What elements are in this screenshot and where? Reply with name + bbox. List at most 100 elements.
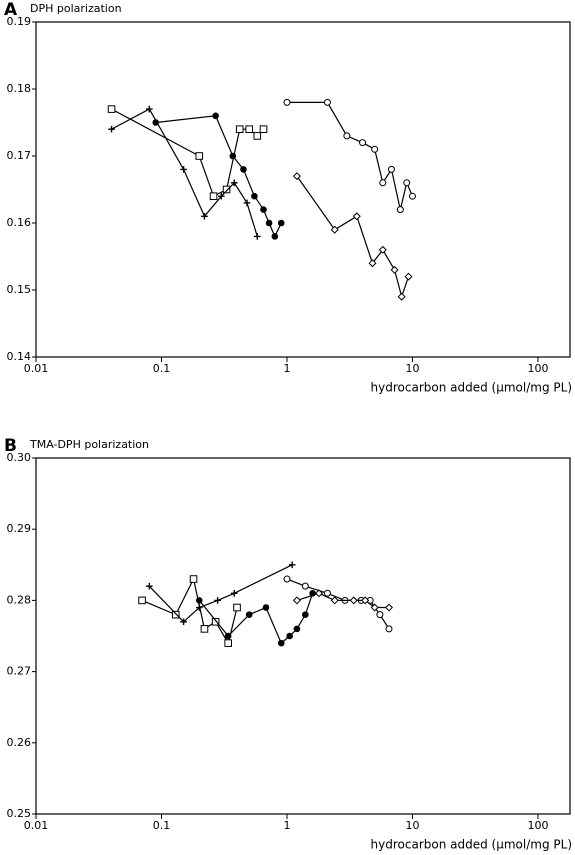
x-tick-label: 0.1	[153, 362, 171, 375]
y-tick-label: 0.15	[7, 283, 32, 296]
panel-label: A	[4, 0, 18, 20]
marker	[387, 165, 395, 173]
marker	[107, 105, 116, 113]
x-tick-label: 10	[405, 819, 419, 832]
marker	[368, 259, 377, 268]
x-tick-label: 1	[283, 819, 290, 832]
marker	[370, 603, 379, 612]
chart-title: DPH polarization	[30, 2, 122, 15]
marker	[180, 166, 187, 173]
marker	[378, 245, 387, 254]
marker	[240, 166, 247, 173]
marker	[396, 206, 404, 214]
marker	[201, 213, 208, 220]
y-tick-label: 0.17	[7, 149, 32, 162]
series-line	[155, 115, 282, 238]
series-line	[286, 101, 414, 210]
marker	[349, 596, 358, 605]
series-line	[148, 564, 293, 623]
marker	[171, 610, 180, 619]
series-line	[111, 108, 258, 237]
x-tick-label: 10	[405, 362, 419, 375]
marker	[262, 604, 270, 611]
marker	[286, 632, 293, 640]
marker	[152, 119, 160, 126]
marker	[180, 618, 187, 626]
marker	[146, 105, 153, 113]
marker	[229, 152, 237, 160]
marker	[408, 192, 416, 200]
marker	[376, 611, 384, 619]
x-tick-label: 0.01	[24, 819, 49, 832]
y-tick-label: 0.18	[7, 82, 32, 95]
marker	[384, 603, 394, 612]
marker	[315, 589, 324, 598]
marker	[209, 192, 218, 200]
y-tick-label: 0.25	[7, 807, 32, 820]
marker	[293, 625, 301, 633]
series-line	[111, 108, 264, 198]
marker	[390, 265, 399, 274]
marker	[253, 233, 261, 240]
marker	[288, 561, 296, 569]
marker	[292, 596, 301, 605]
marker	[233, 603, 241, 612]
marker	[343, 132, 351, 140]
y-tick-label: 0.14	[7, 350, 32, 363]
marker	[283, 575, 291, 583]
x-tick-label: 0.01	[24, 362, 49, 375]
marker	[235, 125, 244, 134]
marker	[361, 596, 370, 605]
marker	[379, 179, 387, 187]
marker	[195, 597, 203, 604]
marker	[259, 125, 268, 134]
marker	[323, 98, 331, 106]
panel-label: B	[4, 436, 17, 456]
marker	[230, 179, 238, 187]
plot-frame	[35, 457, 571, 815]
marker	[218, 192, 225, 200]
x-tick-label: 1	[283, 362, 290, 375]
marker	[283, 98, 291, 106]
marker	[302, 611, 309, 618]
marker	[243, 199, 251, 207]
marker	[195, 152, 204, 160]
series-line	[296, 175, 410, 299]
y-tick-label: 0.29	[7, 522, 32, 535]
marker	[230, 589, 238, 597]
y-tick-label: 0.26	[7, 736, 32, 749]
y-tick-label: 0.30	[7, 451, 32, 464]
marker	[265, 219, 273, 227]
marker	[214, 597, 221, 604]
marker	[323, 589, 331, 597]
marker	[245, 611, 253, 618]
series-line	[141, 577, 238, 645]
x-axis-label: hydrocarbon added (µmol/mg PL)	[371, 838, 572, 852]
marker	[195, 604, 203, 611]
marker	[212, 112, 219, 120]
x-tick-label: 100	[527, 819, 548, 832]
marker	[404, 272, 413, 281]
x-axis-label: hydrocarbon added (µmol/mg PL)	[371, 381, 572, 395]
marker	[277, 639, 285, 647]
marker	[277, 219, 285, 227]
y-tick-label: 0.19	[7, 15, 32, 28]
marker	[253, 132, 262, 140]
marker	[260, 206, 267, 213]
x-tick-label: 0.1	[153, 819, 171, 832]
marker	[292, 172, 301, 181]
marker	[403, 179, 411, 187]
marker	[371, 145, 379, 153]
marker	[359, 139, 367, 147]
marker	[224, 632, 232, 640]
marker	[245, 125, 254, 134]
x-tick-label: 100	[527, 362, 548, 375]
marker	[271, 233, 279, 240]
marker	[224, 639, 232, 647]
marker	[108, 125, 115, 133]
marker	[385, 625, 393, 633]
plot-frame	[35, 21, 571, 358]
marker	[301, 582, 309, 590]
marker	[189, 575, 198, 583]
